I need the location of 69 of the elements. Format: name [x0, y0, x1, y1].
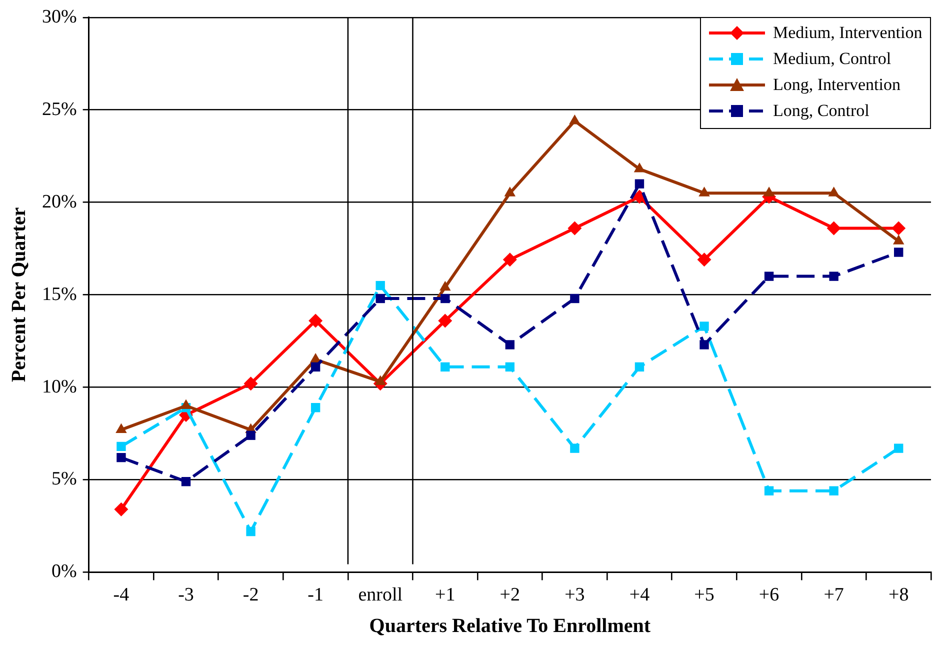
legend-label: Medium, Control	[773, 49, 892, 70]
point	[634, 362, 644, 372]
legend-label: Long, Control	[773, 101, 870, 122]
legend-label: Long, Intervention	[773, 75, 900, 96]
y-tick-label: 10%	[42, 376, 77, 398]
point	[116, 452, 126, 462]
point	[698, 186, 710, 196]
point	[634, 179, 644, 188]
x-tick-label: +6	[758, 584, 780, 606]
point	[440, 280, 451, 291]
point	[829, 272, 838, 281]
point	[310, 403, 320, 412]
x-tick-label: -1	[308, 584, 324, 606]
y-tick-label: 0%	[52, 561, 77, 582]
x-tick-label: +1	[435, 584, 456, 606]
y-tick-label: 5%	[52, 468, 77, 490]
point	[244, 376, 258, 391]
legend-label: Medium, Intervention	[773, 23, 922, 44]
point	[894, 444, 904, 453]
point	[440, 362, 450, 372]
y-tick-label: 20%	[42, 191, 77, 212]
point	[376, 294, 385, 304]
point	[829, 486, 838, 496]
point	[700, 322, 709, 331]
point	[505, 362, 515, 372]
point	[438, 314, 452, 328]
point	[504, 186, 516, 196]
x-tick-label: -3	[178, 584, 194, 606]
point	[634, 162, 646, 172]
point	[376, 280, 385, 290]
x-tick-label: -4	[113, 584, 130, 606]
y-tick-label: 15%	[42, 284, 77, 305]
point	[764, 272, 774, 281]
y-axis-title: Percent Per Quarter	[8, 207, 30, 382]
point	[116, 442, 126, 452]
x-tick-label: +5	[694, 584, 714, 606]
point	[310, 362, 320, 372]
point	[892, 234, 904, 244]
x-axis-title: Quarters Relative To Enrollment	[369, 615, 651, 638]
point	[502, 252, 517, 267]
point	[180, 399, 192, 410]
point	[246, 526, 256, 536]
point	[246, 430, 256, 440]
x-tick-label: +3	[564, 584, 585, 606]
point	[826, 221, 841, 236]
x-tick-label: +8	[888, 584, 909, 606]
point	[764, 486, 774, 496]
point	[568, 221, 582, 236]
point	[181, 476, 191, 486]
point	[308, 314, 323, 328]
x-tick-label: -2	[242, 584, 259, 606]
point	[892, 221, 906, 236]
x-tick-label: +2	[500, 584, 520, 606]
point	[569, 114, 580, 124]
point	[114, 502, 128, 516]
x-tick-label: +4	[629, 584, 650, 606]
y-tick-label: 30%	[42, 6, 77, 28]
point	[570, 294, 580, 304]
point	[894, 248, 904, 257]
point	[440, 294, 450, 304]
point	[505, 340, 515, 350]
point	[697, 252, 712, 267]
point	[828, 186, 840, 196]
point	[763, 186, 775, 196]
point	[570, 444, 580, 453]
y-tick-label: 25%	[42, 98, 77, 120]
point	[700, 340, 709, 350]
x-tick-label: enroll	[358, 584, 403, 606]
x-tick-label: +7	[824, 584, 844, 606]
